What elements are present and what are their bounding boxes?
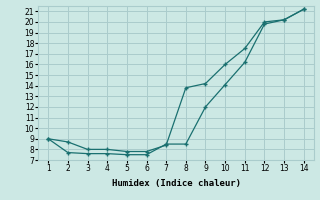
- X-axis label: Humidex (Indice chaleur): Humidex (Indice chaleur): [111, 179, 241, 188]
